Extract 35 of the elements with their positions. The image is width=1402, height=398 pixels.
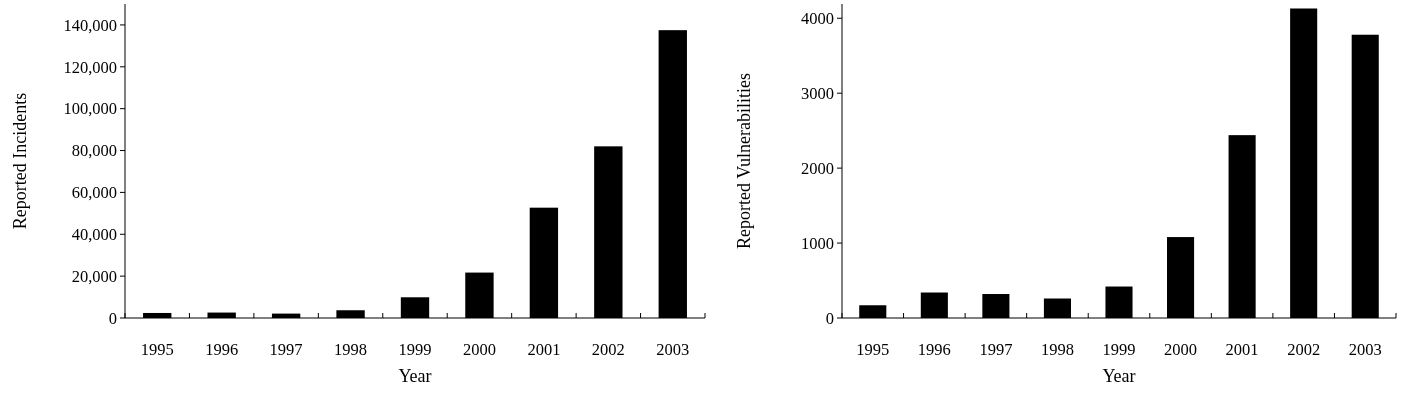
x-tick-label: 2002 [1287, 340, 1321, 359]
y-tick-label: 40,000 [71, 225, 117, 245]
x-tick-label: 1997 [269, 340, 303, 359]
x-tick-label: 2000 [1164, 340, 1198, 359]
x-axis-title: Year [398, 366, 432, 386]
x-tick-label: 2001 [527, 340, 561, 359]
x-tick-label: 2002 [591, 340, 625, 359]
y-axis-title: Reported Incidents [10, 92, 31, 230]
x-tick-label: 2000 [462, 340, 496, 359]
y-tick-label: 3000 [801, 83, 834, 103]
y-tick-label: 1000 [801, 233, 834, 253]
y-axis-title: Reported Vulnerabilities [734, 72, 755, 250]
x-tick-label: 1999 [1102, 340, 1136, 359]
x-tick-label: 2001 [1225, 340, 1259, 359]
y-tick-label: 60,000 [71, 183, 117, 203]
y-tick-label: 100,000 [63, 99, 117, 119]
y-tick-label: 20,000 [71, 266, 117, 286]
y-tick-label: 4000 [801, 9, 834, 29]
y-tick-label: 140,000 [63, 15, 117, 35]
y-tick-label: 0 [825, 308, 834, 328]
y-tick-label: 120,000 [63, 57, 117, 77]
x-tick-label: 1998 [334, 340, 368, 359]
x-tick-label: 2003 [656, 340, 690, 359]
x-tick-label: 1999 [398, 340, 432, 359]
x-tick-label: 1995 [140, 340, 174, 359]
x-tick-label: 1995 [856, 340, 890, 359]
y-tick-label: 80,000 [71, 141, 117, 161]
x-tick-label: 1998 [1040, 340, 1074, 359]
x-tick-label: 1997 [979, 340, 1013, 359]
x-tick-label: 1996 [205, 340, 239, 359]
x-axis-title: Year [1102, 366, 1136, 386]
y-tick-label: 0 [108, 308, 117, 328]
x-tick-label: 2003 [1348, 340, 1382, 359]
x-tick-label: 1996 [917, 340, 951, 359]
y-tick-label: 2000 [801, 158, 834, 178]
